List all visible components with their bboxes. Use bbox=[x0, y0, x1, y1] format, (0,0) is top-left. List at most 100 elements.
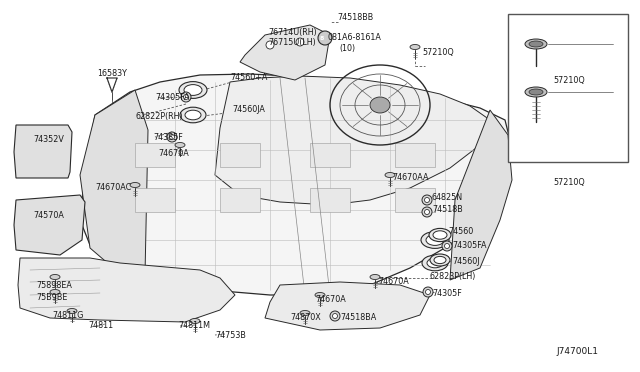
Bar bbox=[135, 188, 175, 212]
Ellipse shape bbox=[421, 232, 449, 248]
Text: 74518BA: 74518BA bbox=[340, 314, 376, 323]
Ellipse shape bbox=[300, 311, 310, 315]
Ellipse shape bbox=[370, 275, 380, 279]
Circle shape bbox=[422, 195, 432, 205]
Ellipse shape bbox=[422, 255, 448, 271]
Ellipse shape bbox=[385, 173, 395, 177]
Text: J74700L1: J74700L1 bbox=[556, 347, 598, 356]
Text: 57210Q: 57210Q bbox=[422, 48, 454, 57]
Ellipse shape bbox=[529, 41, 543, 47]
Ellipse shape bbox=[429, 228, 451, 241]
Text: 74811M: 74811M bbox=[178, 321, 210, 330]
Ellipse shape bbox=[410, 45, 420, 49]
Circle shape bbox=[266, 41, 274, 49]
Circle shape bbox=[445, 244, 449, 248]
Bar bbox=[310, 143, 350, 167]
Polygon shape bbox=[80, 90, 148, 278]
Polygon shape bbox=[240, 25, 330, 80]
Text: 081A6-8161A: 081A6-8161A bbox=[327, 33, 381, 42]
Circle shape bbox=[296, 38, 304, 46]
Text: 74305FA: 74305FA bbox=[155, 93, 189, 102]
Polygon shape bbox=[450, 110, 512, 280]
Ellipse shape bbox=[434, 256, 446, 264]
Bar bbox=[508, 14, 628, 162]
Text: 74560J: 74560J bbox=[452, 257, 479, 266]
Polygon shape bbox=[14, 125, 72, 178]
Ellipse shape bbox=[525, 39, 547, 49]
Polygon shape bbox=[14, 195, 85, 255]
Text: 74670A: 74670A bbox=[158, 150, 189, 158]
Text: 74570A: 74570A bbox=[33, 211, 64, 219]
Circle shape bbox=[422, 207, 432, 217]
Text: 74670A: 74670A bbox=[378, 278, 409, 286]
Text: 74560JA: 74560JA bbox=[232, 106, 265, 115]
Text: 74670AA: 74670AA bbox=[392, 173, 429, 182]
Text: 74560+A: 74560+A bbox=[230, 74, 268, 83]
Text: 75898EA: 75898EA bbox=[36, 280, 72, 289]
Text: 74352V: 74352V bbox=[33, 135, 64, 144]
Ellipse shape bbox=[426, 235, 444, 246]
Polygon shape bbox=[18, 258, 235, 322]
Text: 74753B: 74753B bbox=[215, 330, 246, 340]
Ellipse shape bbox=[315, 292, 325, 298]
Text: 57210Q: 57210Q bbox=[553, 177, 585, 186]
Bar bbox=[395, 143, 435, 167]
Circle shape bbox=[333, 314, 337, 318]
Text: 74670A: 74670A bbox=[315, 295, 346, 305]
Text: 74305FA: 74305FA bbox=[452, 241, 486, 250]
Ellipse shape bbox=[430, 254, 450, 266]
Text: 74870X: 74870X bbox=[290, 314, 321, 323]
Ellipse shape bbox=[427, 258, 443, 268]
Ellipse shape bbox=[180, 107, 206, 123]
Text: 16583Y: 16583Y bbox=[97, 68, 127, 77]
Text: 76715U(LH): 76715U(LH) bbox=[268, 38, 316, 48]
Ellipse shape bbox=[175, 142, 185, 148]
Ellipse shape bbox=[529, 89, 543, 95]
Text: 64825N: 64825N bbox=[432, 193, 463, 202]
Ellipse shape bbox=[184, 84, 202, 95]
Ellipse shape bbox=[67, 308, 77, 314]
Ellipse shape bbox=[370, 97, 390, 113]
Circle shape bbox=[442, 241, 452, 251]
Bar bbox=[220, 143, 260, 167]
Ellipse shape bbox=[50, 275, 60, 279]
Text: 74670AC: 74670AC bbox=[95, 183, 131, 192]
Text: 74811G: 74811G bbox=[52, 311, 83, 320]
Polygon shape bbox=[265, 282, 430, 330]
Circle shape bbox=[424, 198, 429, 202]
Circle shape bbox=[424, 209, 429, 215]
Text: 76714U(RH): 76714U(RH) bbox=[268, 29, 317, 38]
Text: 75B9BE: 75B9BE bbox=[36, 292, 67, 301]
Ellipse shape bbox=[179, 81, 207, 99]
Ellipse shape bbox=[50, 289, 60, 295]
Circle shape bbox=[318, 31, 332, 45]
Text: 62823P(LH): 62823P(LH) bbox=[430, 273, 476, 282]
Circle shape bbox=[426, 289, 431, 295]
Ellipse shape bbox=[185, 110, 201, 120]
Text: 8: 8 bbox=[320, 35, 324, 41]
Text: 74305F: 74305F bbox=[432, 289, 461, 298]
Circle shape bbox=[423, 287, 433, 297]
Ellipse shape bbox=[433, 231, 447, 239]
Bar bbox=[395, 188, 435, 212]
Bar bbox=[220, 188, 260, 212]
Circle shape bbox=[184, 94, 189, 99]
Text: 74385F: 74385F bbox=[153, 134, 183, 142]
Text: 74560: 74560 bbox=[448, 228, 473, 237]
Circle shape bbox=[181, 92, 191, 102]
Ellipse shape bbox=[525, 87, 547, 97]
Polygon shape bbox=[107, 78, 117, 92]
Bar bbox=[310, 188, 350, 212]
Text: (10): (10) bbox=[339, 44, 355, 52]
Circle shape bbox=[170, 135, 175, 140]
Text: 74518B: 74518B bbox=[432, 205, 463, 215]
Ellipse shape bbox=[130, 183, 140, 187]
Bar bbox=[135, 143, 175, 167]
Polygon shape bbox=[215, 76, 490, 205]
Polygon shape bbox=[80, 74, 510, 295]
Circle shape bbox=[330, 311, 340, 321]
Text: 57210Q: 57210Q bbox=[553, 76, 585, 84]
Text: 62822P(RH): 62822P(RH) bbox=[135, 112, 182, 121]
Text: 74811: 74811 bbox=[88, 321, 113, 330]
Ellipse shape bbox=[190, 318, 200, 324]
